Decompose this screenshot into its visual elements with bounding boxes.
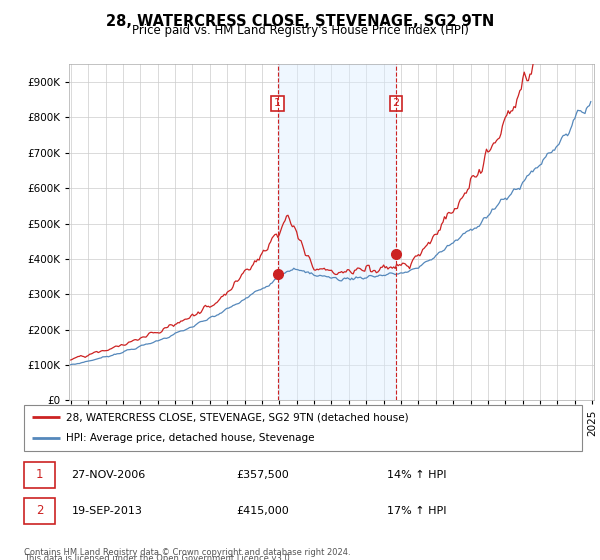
Text: This data is licensed under the Open Government Licence v3.0.: This data is licensed under the Open Gov…	[24, 554, 292, 560]
Text: 17% ↑ HPI: 17% ↑ HPI	[387, 506, 446, 516]
Text: Contains HM Land Registry data © Crown copyright and database right 2024.: Contains HM Land Registry data © Crown c…	[24, 548, 350, 557]
Text: 19-SEP-2013: 19-SEP-2013	[71, 506, 142, 516]
Text: 28, WATERCRESS CLOSE, STEVENAGE, SG2 9TN: 28, WATERCRESS CLOSE, STEVENAGE, SG2 9TN	[106, 14, 494, 29]
Text: 1: 1	[274, 99, 281, 108]
Text: HPI: Average price, detached house, Stevenage: HPI: Average price, detached house, Stev…	[66, 433, 314, 444]
Text: 2: 2	[392, 99, 400, 108]
Bar	[24, 462, 55, 488]
Text: 2: 2	[36, 504, 43, 517]
Text: 1: 1	[36, 468, 43, 482]
Text: 28, WATERCRESS CLOSE, STEVENAGE, SG2 9TN (detached house): 28, WATERCRESS CLOSE, STEVENAGE, SG2 9TN…	[66, 412, 409, 422]
Text: 27-NOV-2006: 27-NOV-2006	[71, 470, 146, 480]
Text: Price paid vs. HM Land Registry's House Price Index (HPI): Price paid vs. HM Land Registry's House …	[131, 24, 469, 37]
Text: £415,000: £415,000	[236, 506, 289, 516]
Bar	[24, 498, 55, 524]
Text: 14% ↑ HPI: 14% ↑ HPI	[387, 470, 446, 480]
Text: £357,500: £357,500	[236, 470, 289, 480]
Bar	[278, 64, 396, 400]
